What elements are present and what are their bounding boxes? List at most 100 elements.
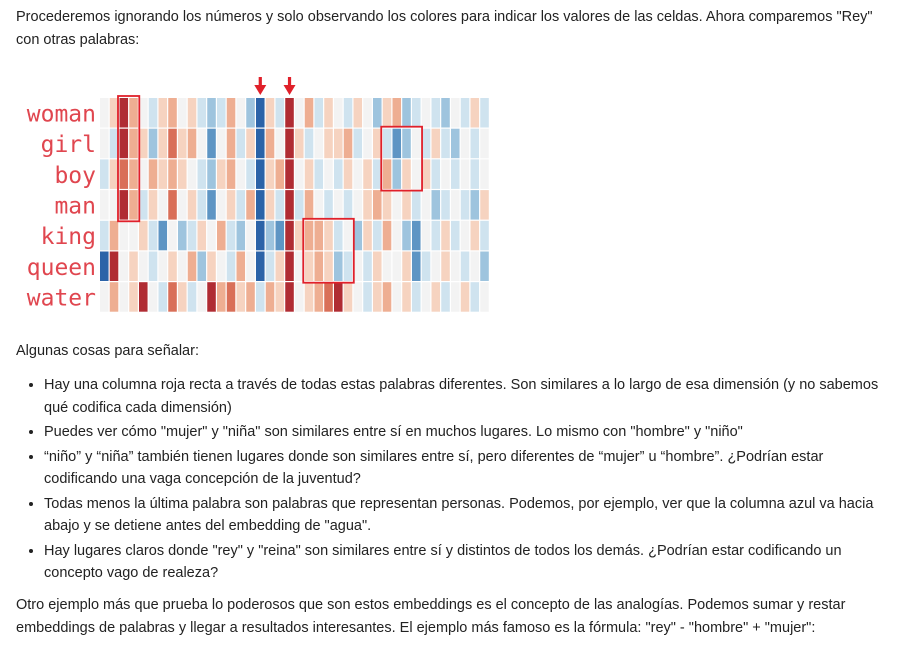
heatmap-cell [480, 282, 489, 312]
heatmap-cell [470, 98, 480, 128]
heatmap-cell [295, 220, 304, 251]
heatmap-cell [392, 251, 402, 281]
heatmap-cell [412, 98, 421, 128]
heatmap-cell [353, 251, 363, 281]
heatmap-cell [451, 159, 460, 189]
heatmap-cell [314, 98, 324, 128]
heatmap-cell [460, 282, 470, 312]
heatmap-cell [100, 251, 109, 281]
heatmap-cell [100, 128, 109, 159]
heatmap-cell [246, 220, 255, 251]
heatmap-cell [129, 98, 138, 128]
heatmap-cell [431, 282, 441, 312]
heatmap-cell [470, 282, 480, 312]
heatmap-cell [236, 251, 246, 281]
heatmap-cell [236, 98, 246, 128]
heatmap-cell [382, 98, 392, 128]
heatmap-cell [451, 282, 460, 312]
heatmap-cell [236, 159, 246, 189]
down-arrow-icon [287, 77, 292, 87]
heatmap-cell [178, 128, 187, 159]
heatmap-cell [441, 190, 450, 220]
heatmap-cell [421, 251, 431, 281]
heatmap-cell [421, 190, 431, 220]
heatmap-cell [431, 220, 441, 251]
heatmap-cell [139, 251, 148, 281]
list-item: “niño” y “niña” también tienen lugares d… [44, 446, 886, 491]
heatmap-cell [343, 98, 353, 128]
heatmap-cell [139, 128, 148, 159]
heatmap-cell [158, 220, 168, 251]
heatmap-cell [304, 159, 314, 189]
heatmap-cell [353, 220, 363, 251]
heatmap-cell [256, 159, 265, 189]
heatmap-cell [431, 190, 441, 220]
heatmap-cell [178, 159, 187, 189]
heatmap-cell [100, 220, 109, 251]
heatmap-cell [402, 128, 411, 159]
heatmap-cell [363, 251, 372, 281]
heatmap-cell [197, 282, 207, 312]
heatmap-cell [158, 190, 168, 220]
heatmap-cell [373, 220, 382, 251]
heatmap-cell [382, 128, 392, 159]
heatmap-cell [285, 128, 294, 159]
heatmap-cell [431, 128, 441, 159]
heatmap-cell [207, 128, 216, 159]
heatmap-cell [373, 251, 382, 281]
heatmap-cell [431, 159, 441, 189]
down-arrow-icon [254, 85, 267, 95]
heatmap-cell [217, 220, 226, 251]
heatmap-cell [148, 251, 158, 281]
heatmap-cell [304, 128, 314, 159]
heatmap-cell [226, 128, 236, 159]
heatmap-cell [187, 251, 197, 281]
heatmap-cell [197, 220, 207, 251]
heatmap-cell [148, 128, 158, 159]
heatmap-cell [295, 282, 304, 312]
highlight-box [117, 95, 141, 223]
heatmap-cell [168, 282, 177, 312]
heatmap-cell [314, 220, 324, 251]
heatmap-cell [275, 251, 285, 281]
heatmap-cell [168, 220, 177, 251]
heatmap-cell [382, 159, 392, 189]
heatmap-cell [109, 282, 119, 312]
heatmap-cell [197, 190, 207, 220]
heatmap-cell [295, 98, 304, 128]
heatmap-cell [480, 98, 489, 128]
heatmap-cell [392, 220, 402, 251]
heatmap-cell [441, 282, 450, 312]
list-item: Hay una columna roja recta a través de t… [44, 374, 886, 419]
heatmap-cell [168, 98, 177, 128]
heatmap-cell [480, 220, 489, 251]
heatmap-cell [129, 190, 138, 220]
heatmap-cell [480, 190, 489, 220]
word-label-queen: queen [27, 255, 96, 281]
heatmap-cell [460, 128, 470, 159]
notes-list: Hay una columna roja recta a través de t… [16, 374, 886, 587]
list-item: Puedes ver cómo "mujer" y "niña" son sim… [44, 421, 886, 444]
heatmap-cell [402, 98, 411, 128]
heatmap-cell [363, 220, 372, 251]
heatmap-cell [139, 282, 148, 312]
heatmap-cell [139, 98, 148, 128]
heatmap-cell [421, 98, 431, 128]
highlight-box [380, 125, 423, 192]
heatmap-cell [314, 128, 324, 159]
heatmap-cell [226, 98, 236, 128]
heatmap-cell [158, 282, 168, 312]
heatmap-cell [334, 159, 343, 189]
heatmap-cell [421, 128, 431, 159]
heatmap-cell [412, 128, 421, 159]
heatmap-cell [324, 159, 333, 189]
heatmap-cell [343, 190, 353, 220]
heatmap-cell [119, 282, 129, 312]
heatmap-cell [226, 282, 236, 312]
heatmap-cell [363, 282, 372, 312]
down-arrow-icon [283, 85, 296, 95]
heatmap-cell [353, 98, 363, 128]
heatmap-cell [109, 159, 119, 189]
embedding-heatmap-figure: woman girl boy man king queen water [10, 68, 500, 323]
heatmap-cell [334, 251, 343, 281]
